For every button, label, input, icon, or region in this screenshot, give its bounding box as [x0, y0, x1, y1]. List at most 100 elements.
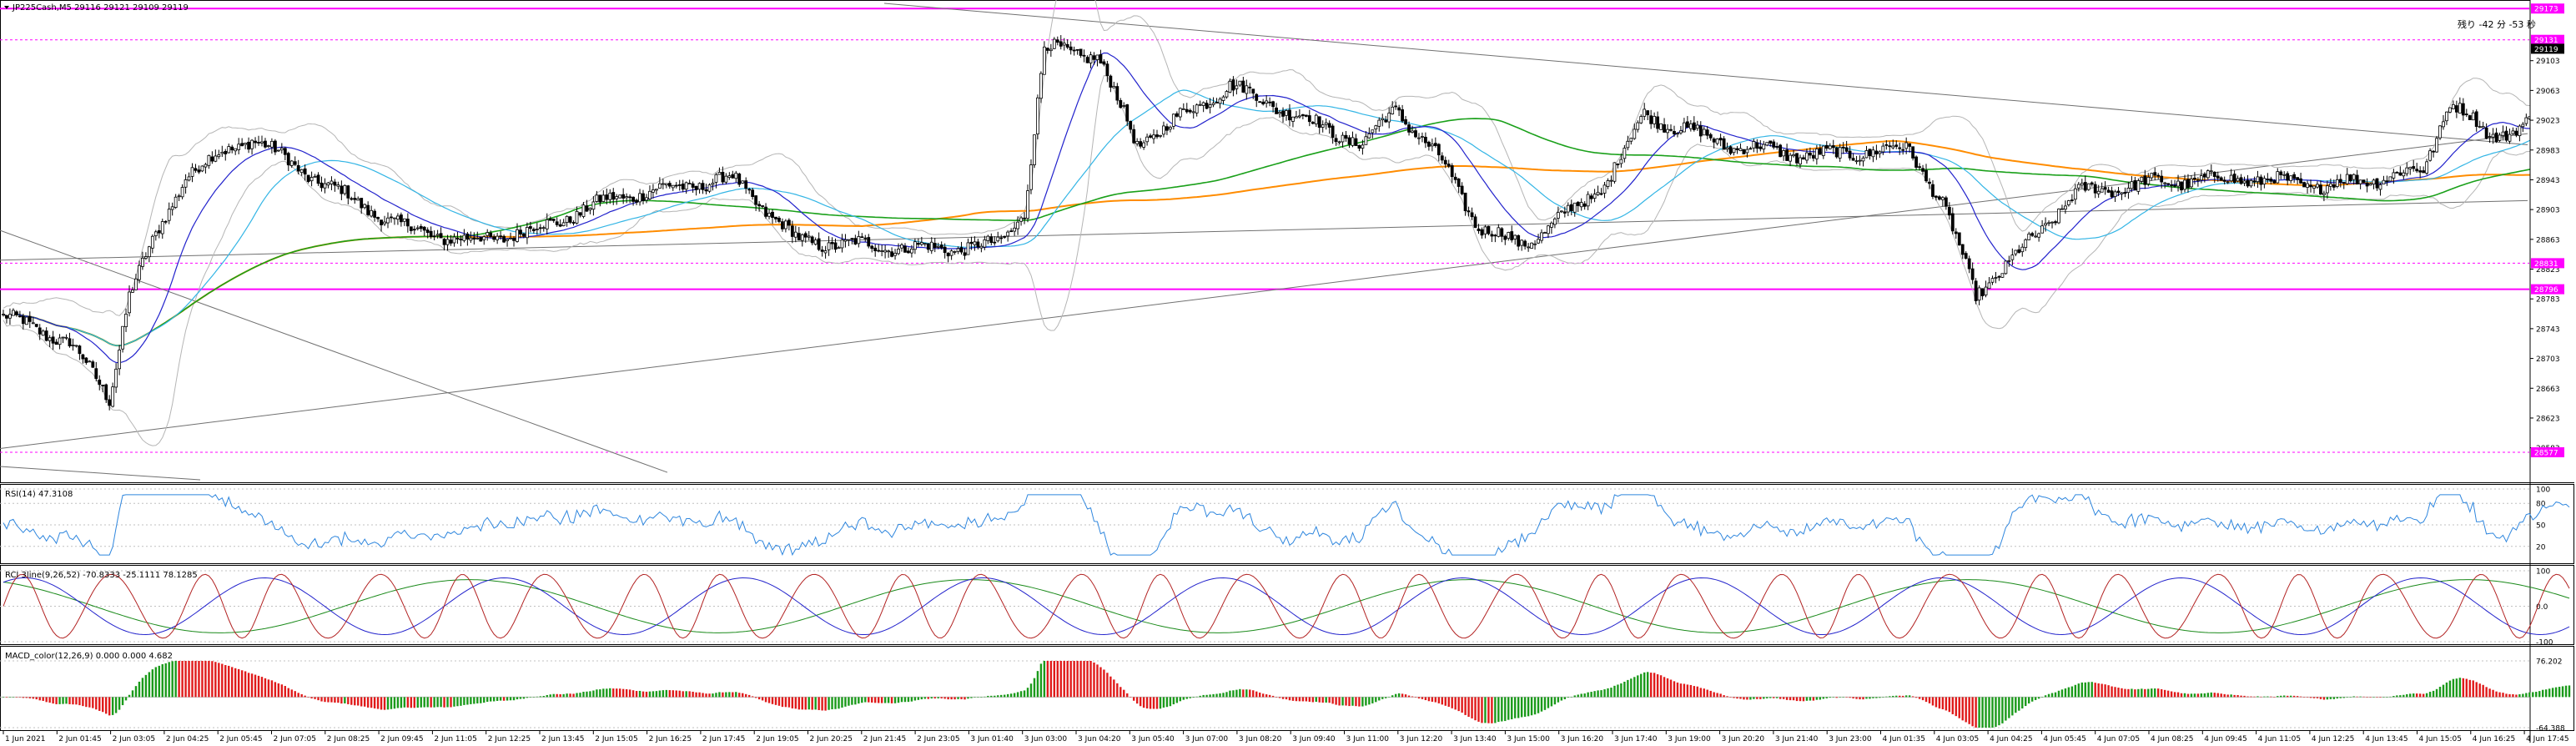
candle-body — [1426, 141, 1431, 147]
macd-bar — [2117, 688, 2120, 698]
candle-body — [1394, 105, 1398, 108]
candle-body — [2212, 171, 2216, 177]
macd-bar — [2296, 696, 2299, 698]
candle-body — [2382, 179, 2386, 184]
macd-bar — [1739, 697, 1742, 699]
macd-bar — [72, 697, 74, 705]
macd-bar — [224, 665, 227, 698]
macd-bar — [214, 662, 217, 698]
candle-body — [890, 251, 893, 257]
candle-body — [1251, 88, 1255, 94]
candle-body — [2093, 184, 2097, 194]
candle-body — [1208, 104, 1212, 108]
candle-body — [2086, 183, 2090, 190]
macd-title: MACD_color(12,26,9) 0.000 0.000 4.682 — [5, 652, 173, 661]
time-tick-label: 3 Jun 11:00 — [1346, 735, 1390, 743]
candle-body — [1935, 195, 1938, 198]
candle-body — [1297, 115, 1301, 118]
macd-bar — [764, 697, 767, 703]
macd-bar — [400, 697, 403, 708]
macd-bar — [1315, 697, 1317, 702]
macd-bar — [2502, 693, 2504, 698]
candle-body — [2435, 138, 2438, 153]
candle-body — [2286, 173, 2290, 181]
macd-bar — [2144, 688, 2146, 698]
price-tick-label: 29103 — [2536, 58, 2560, 66]
macd-bar — [2047, 693, 2050, 698]
macd-bar — [1013, 693, 1016, 698]
candle-body — [1884, 144, 1889, 146]
candle-body — [150, 235, 154, 249]
macd-bar — [923, 697, 927, 699]
macd-bar — [340, 697, 343, 704]
macd-bar — [2561, 686, 2564, 698]
macd-bar — [754, 697, 757, 698]
candle-body — [1304, 114, 1308, 117]
candle-body — [2362, 179, 2366, 184]
macd-bar — [393, 697, 396, 709]
candle-body — [2365, 183, 2369, 187]
candle-body — [1901, 149, 1905, 151]
macd-bar — [1965, 697, 1967, 723]
rsi-title: RSI(14) 47.3108 — [5, 490, 73, 499]
macd-bar — [2005, 697, 2007, 721]
candle-body — [989, 236, 994, 244]
time-tick-label: 3 Jun 15:00 — [1507, 735, 1550, 743]
candle-body — [442, 239, 446, 245]
macd-bar — [1686, 684, 1689, 698]
macd-bar — [314, 697, 316, 699]
rci-mid-line — [3, 577, 2570, 636]
candle-body — [1026, 190, 1029, 219]
macd-bar — [2406, 693, 2408, 698]
collapse-triangle-icon[interactable] — [4, 6, 9, 9]
candle-body — [1411, 130, 1414, 134]
candle-body — [200, 165, 204, 172]
candle-body — [2296, 177, 2300, 180]
macd-bar — [1849, 697, 1851, 698]
candle-body — [887, 250, 891, 253]
candle-body — [1679, 130, 1683, 134]
candle-body — [2083, 182, 2087, 191]
macd-bar — [188, 661, 190, 698]
macd-bar — [1617, 684, 1619, 698]
macd-bar — [814, 697, 817, 710]
candle-body — [1281, 110, 1285, 117]
candle-body — [2316, 184, 2319, 188]
macd-bar — [277, 683, 280, 698]
macd-bar — [2535, 692, 2538, 698]
macd-bar — [2425, 693, 2428, 698]
candle-body — [1013, 227, 1017, 232]
macd-bar — [582, 692, 585, 698]
candle-body — [681, 184, 685, 190]
candle-body — [38, 327, 42, 335]
macd-bar — [2376, 697, 2378, 698]
candle-body — [1582, 203, 1587, 207]
candle-body — [883, 250, 888, 253]
macd-bar — [722, 692, 724, 698]
candle-body — [1265, 100, 1269, 104]
candle-body — [591, 201, 596, 210]
macd-bar — [2163, 689, 2166, 698]
candle-body — [1602, 184, 1607, 194]
candle-body — [1079, 48, 1083, 56]
macd-bar — [221, 663, 224, 698]
macd-bar — [937, 697, 939, 698]
macd-bar — [1998, 697, 2000, 726]
macd-bar — [957, 697, 959, 699]
candle-body — [1317, 116, 1321, 129]
candle-body — [797, 233, 801, 241]
candle-body — [138, 265, 141, 280]
macd-bar — [874, 697, 877, 703]
candle-body — [1576, 201, 1580, 206]
candle-body — [61, 336, 65, 339]
macd-bar — [1683, 683, 1686, 698]
macd-bar — [1355, 697, 1357, 707]
candle-body — [270, 140, 274, 148]
candle-body — [1278, 112, 1281, 114]
rci-long-line — [3, 579, 2570, 633]
macd-bar — [2352, 696, 2355, 698]
macd-bar — [324, 697, 326, 703]
candle-body — [2488, 136, 2492, 138]
